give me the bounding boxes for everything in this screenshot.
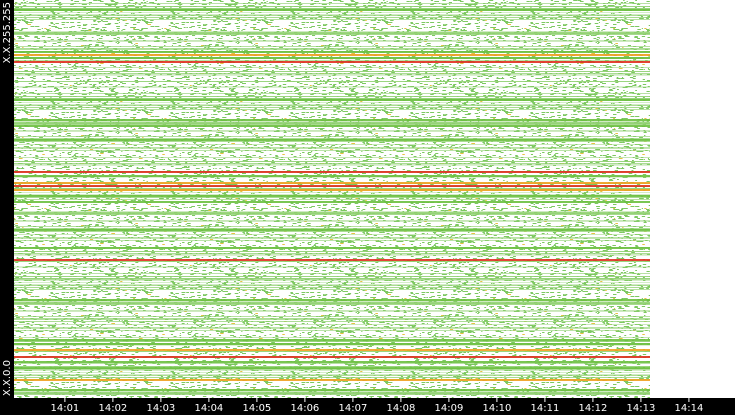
x-tick-label: 14:09 <box>434 403 463 414</box>
x-tick-label: 14:13 <box>627 403 656 414</box>
x-tick-label: 14:07 <box>338 403 367 414</box>
x-tick-label: 14:04 <box>194 403 223 414</box>
x-tick-label: 14:06 <box>290 403 319 414</box>
x-tick-label: 14:10 <box>482 403 511 414</box>
y-axis-strip <box>0 0 14 415</box>
x-tick-label: 14:12 <box>578 403 607 414</box>
x-tick-label: 14:03 <box>146 403 175 414</box>
noise-texture <box>14 0 650 398</box>
x-tick-label: 14:08 <box>386 403 415 414</box>
x-tick-label: 14:02 <box>98 403 127 414</box>
x-tick-label: 14:05 <box>242 403 271 414</box>
x-tick-label: 14:14 <box>675 403 704 414</box>
x-axis-strip <box>0 398 735 415</box>
x-tick-label: 14:11 <box>530 403 559 414</box>
y-tick-label: X.X.255.255 <box>2 2 13 63</box>
y-tick-label: X.X.0.0 <box>2 360 13 396</box>
x-tick-label: 14:01 <box>50 403 79 414</box>
